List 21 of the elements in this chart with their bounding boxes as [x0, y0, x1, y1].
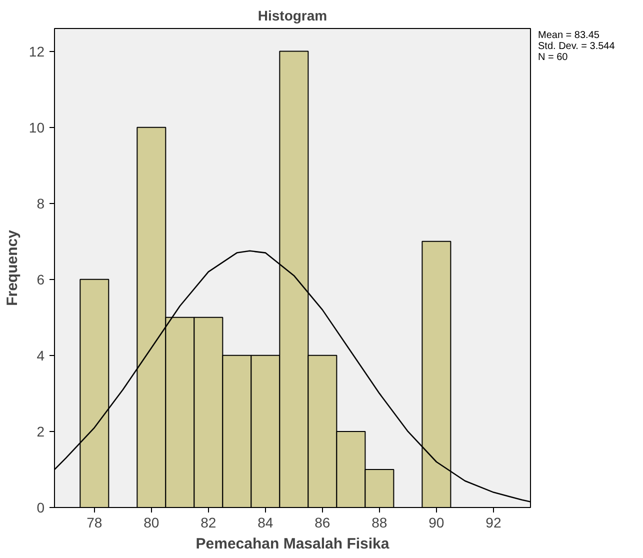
x-tick-label: 90: [428, 514, 444, 530]
x-tick-label: 80: [144, 514, 160, 530]
y-tick-label: 4: [36, 347, 45, 364]
text: N = 60: [538, 52, 568, 63]
y-axis-title: Frequency: [4, 229, 21, 306]
y-tick-label: 12: [28, 43, 45, 60]
text: Mean = 83.45: [538, 30, 600, 41]
x-tick-label: 86: [314, 514, 330, 530]
chart-title: Histogram: [258, 8, 328, 24]
y-tick-label: 10: [28, 119, 45, 136]
x-axis-title: Pemecahan Masalah Fisika: [196, 536, 390, 552]
x-tick-label: 92: [486, 514, 502, 530]
y-tick-label: 2: [36, 423, 45, 440]
x-tick-label: 84: [258, 514, 274, 530]
y-tick-label: 6: [36, 271, 45, 288]
y-tick-label: 8: [36, 195, 45, 212]
x-tick-label: 78: [86, 514, 102, 530]
x-tick-label: 82: [200, 514, 216, 530]
x-tick-label: 88: [372, 514, 388, 530]
text: Std. Dev. = 3.544: [538, 41, 615, 52]
y-tick-label: 0: [36, 500, 45, 516]
